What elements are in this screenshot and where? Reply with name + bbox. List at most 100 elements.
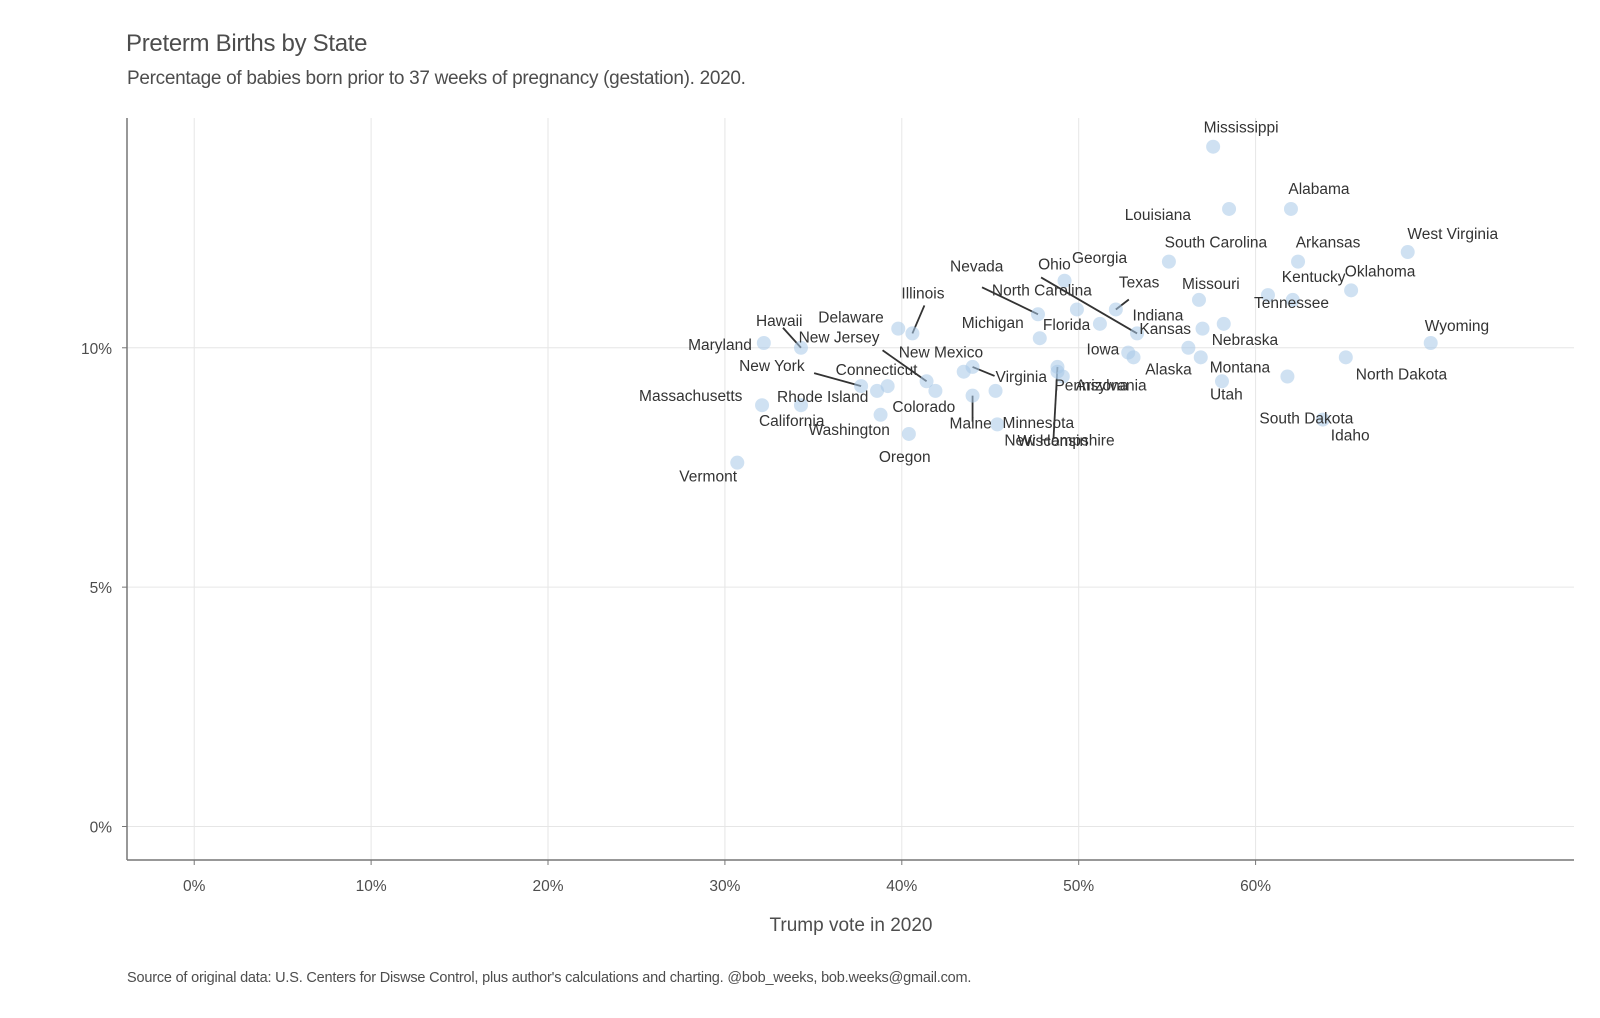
state-label: Connecticut — [836, 362, 919, 379]
data-point — [1032, 331, 1047, 346]
data-point — [965, 388, 980, 403]
data-point — [1280, 369, 1295, 384]
data-point — [730, 455, 745, 470]
state-label: Missouri — [1182, 276, 1240, 293]
state-label: West Virginia — [1407, 226, 1498, 243]
state-label: Alaska — [1145, 362, 1192, 379]
data-point — [905, 326, 920, 341]
data-point — [988, 383, 1003, 398]
chart-title: Preterm Births by State — [126, 30, 368, 57]
data-points — [730, 139, 1438, 470]
leader-line — [1040, 276, 1138, 335]
state-label: Texas — [1119, 274, 1160, 291]
state-label: Mississippi — [1204, 120, 1279, 137]
state-label: Colorado — [892, 399, 955, 416]
data-point — [1181, 340, 1196, 355]
state-label: New Hampshire — [1004, 432, 1114, 449]
state-label: Kentucky — [1282, 269, 1346, 286]
data-point — [1121, 345, 1136, 360]
data-point — [1130, 326, 1145, 341]
data-point — [1291, 254, 1306, 269]
state-label: Louisiana — [1125, 207, 1192, 224]
data-point — [965, 359, 980, 374]
state-label: Minnesota — [1003, 415, 1075, 432]
state-label: Montana — [1210, 359, 1271, 376]
data-point — [928, 383, 943, 398]
data-point — [1191, 292, 1206, 307]
data-point — [1260, 288, 1275, 303]
data-point — [873, 407, 888, 422]
data-point — [1108, 302, 1123, 317]
data-point — [901, 426, 916, 441]
y-tick-label: 0% — [90, 819, 113, 836]
state-label: Maine — [950, 416, 992, 433]
state-label: New Jersey — [799, 329, 880, 346]
state-label: Wisconsin — [1017, 433, 1088, 450]
state-label: Nevada — [950, 258, 1004, 275]
data-point — [1195, 321, 1210, 336]
data-point — [1283, 201, 1298, 216]
state-label: Georgia — [1072, 250, 1128, 267]
data-point — [990, 417, 1005, 432]
y-tick-label: 10% — [81, 341, 112, 358]
data-point — [1216, 316, 1231, 331]
x-tick-label: 50% — [1063, 878, 1094, 895]
state-label: New Mexico — [899, 345, 983, 362]
x-tick-label: 30% — [709, 878, 740, 895]
data-point — [1222, 201, 1237, 216]
state-label: Arizona — [1076, 378, 1129, 395]
x-tick-label: 10% — [356, 878, 387, 895]
state-label: Ohio — [1038, 256, 1071, 273]
state-label: Utah — [1210, 386, 1243, 403]
chart-subtitle: Percentage of babies born prior to 37 we… — [127, 68, 746, 89]
state-label: Alabama — [1288, 181, 1350, 198]
data-point — [793, 340, 808, 355]
data-point — [1315, 412, 1330, 427]
state-label: North Dakota — [1356, 366, 1448, 383]
data-point — [1206, 139, 1221, 154]
state-label: Iowa — [1087, 341, 1120, 358]
x-axis-title: Trump vote in 2020 — [770, 915, 933, 936]
state-label: Nebraska — [1212, 332, 1279, 349]
state-label: Virginia — [996, 369, 1048, 386]
data-point — [1069, 302, 1084, 317]
state-label: Maryland — [688, 337, 752, 354]
grid-lines — [127, 118, 1574, 860]
data-point — [1193, 350, 1208, 365]
data-point — [891, 321, 906, 336]
state-label: Oregon — [879, 449, 931, 466]
state-label: Michigan — [962, 315, 1024, 332]
data-point — [1214, 374, 1229, 389]
state-label: Illinois — [901, 285, 944, 302]
state-label: Florida — [1043, 317, 1091, 334]
data-point — [756, 335, 771, 350]
data-point — [1344, 283, 1359, 298]
state-label: Idaho — [1331, 428, 1370, 445]
state-label: Hawaii — [756, 313, 803, 330]
data-point — [793, 398, 808, 413]
state-label: South Dakota — [1259, 411, 1353, 428]
state-label: Wyoming — [1425, 318, 1489, 335]
x-tick-label: 20% — [532, 878, 563, 895]
state-label: Pennsylvania — [1054, 378, 1147, 395]
data-point — [1092, 316, 1107, 331]
data-point — [870, 383, 885, 398]
state-label: Indiana — [1133, 308, 1184, 325]
state-label: Kansas — [1139, 321, 1191, 338]
x-tick-label: 40% — [886, 878, 917, 895]
data-point — [1031, 307, 1046, 322]
x-tick-label: 60% — [1240, 878, 1271, 895]
data-point — [919, 374, 934, 389]
state-label: Arkansas — [1296, 235, 1361, 252]
x-tick-label: 0% — [183, 878, 206, 895]
data-point — [1050, 359, 1065, 374]
leader-line — [981, 286, 1039, 316]
data-point — [1161, 254, 1176, 269]
state-label: Massachusetts — [639, 388, 743, 405]
leader-line — [882, 349, 928, 383]
data-point — [1057, 273, 1072, 288]
chart-caption: Source of original data: U.S. Centers fo… — [127, 970, 972, 986]
data-point — [755, 398, 770, 413]
state-label: Vermont — [679, 469, 737, 486]
